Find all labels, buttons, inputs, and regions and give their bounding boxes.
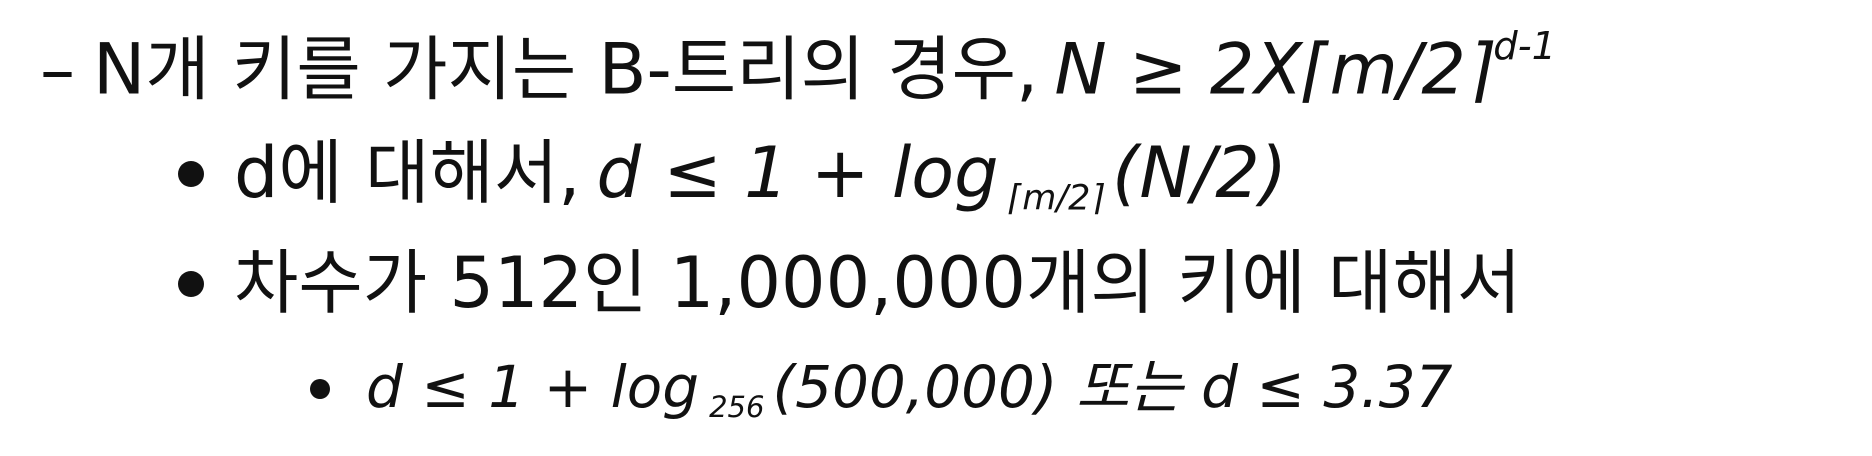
bullet-icon — [178, 270, 204, 297]
slide-line-4: d ≤ 1 + log 256 (500,000) 또는 d ≤ 3.37 — [310, 358, 1453, 422]
line4-formula-a: d ≤ 1 + log — [366, 353, 700, 421]
bullet-icon — [310, 378, 330, 399]
line2-formula-a: d ≤ 1 + log — [596, 132, 999, 214]
slide-line-3: 차수가 512인 1,000,000개의 키에 대해서 — [178, 248, 1521, 318]
line1-formula: N ≥ 2X⌈m/2⌉ — [1054, 28, 1494, 111]
slide-line-1: – N개 키를 가지는 B-트리의 경우, N ≥ 2X⌈m/2⌉d-1 — [40, 27, 1556, 104]
line2-subscript: ⌈m/2⌉ — [1008, 178, 1105, 219]
dash-marker: – — [40, 28, 75, 111]
line4-subscript: 256 — [709, 390, 765, 425]
line2-text: d에 대해서, — [234, 132, 581, 214]
bullet-icon — [178, 160, 204, 187]
line1-text: N개 키를 가지는 B-트리의 경우, — [93, 28, 1039, 111]
line2-formula-b: (N/2) — [1112, 132, 1288, 214]
line3-text: 차수가 512인 1,000,000개의 키에 대해서 — [234, 242, 1522, 324]
line4-formula-b: (500,000) 또는 d ≤ 3.37 — [772, 353, 1453, 421]
line1-superscript: d-1 — [1493, 24, 1557, 69]
slide-line-2: d에 대해서, d ≤ 1 + log ⌈m/2⌉ (N/2) — [178, 138, 1287, 216]
